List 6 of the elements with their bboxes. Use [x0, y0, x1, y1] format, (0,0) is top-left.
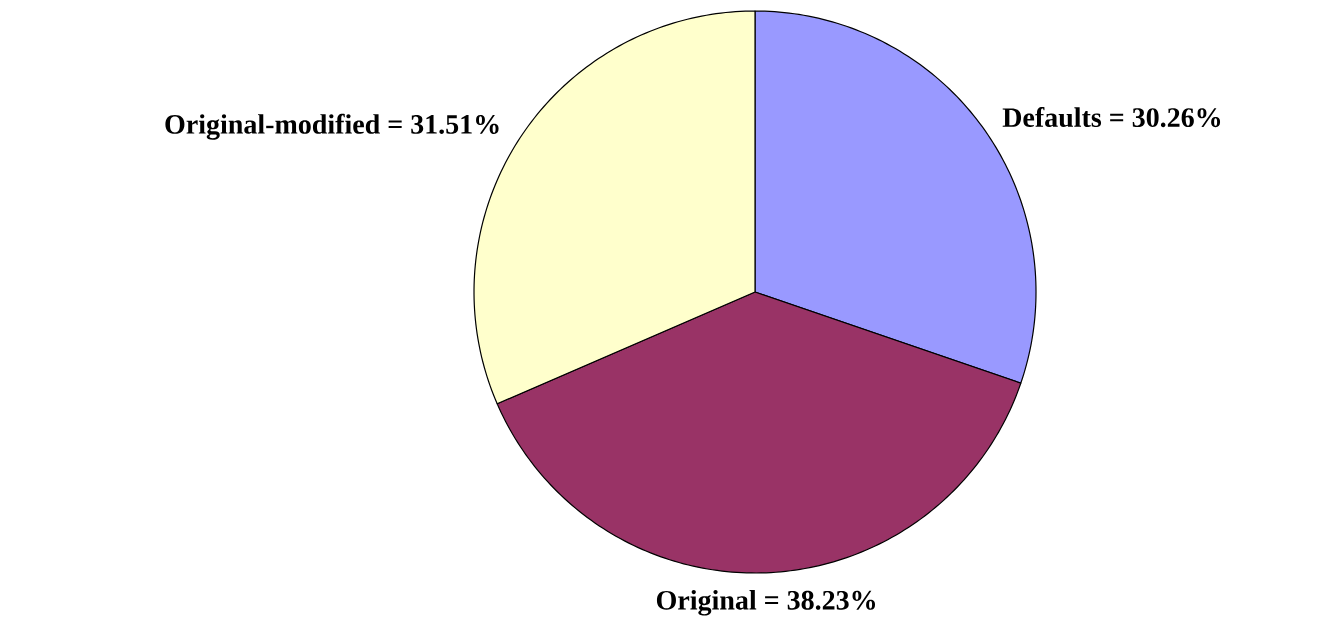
data-label: = 31.51%: [388, 114, 499, 134]
slice-label: Original-modified: [165, 113, 380, 140]
data-label: = 38.23%: [765, 590, 876, 610]
slice-label: Defaults: [1002, 107, 1102, 128]
slice-label: Original: [656, 590, 757, 616]
data-label: = 30.26%: [1110, 108, 1221, 128]
